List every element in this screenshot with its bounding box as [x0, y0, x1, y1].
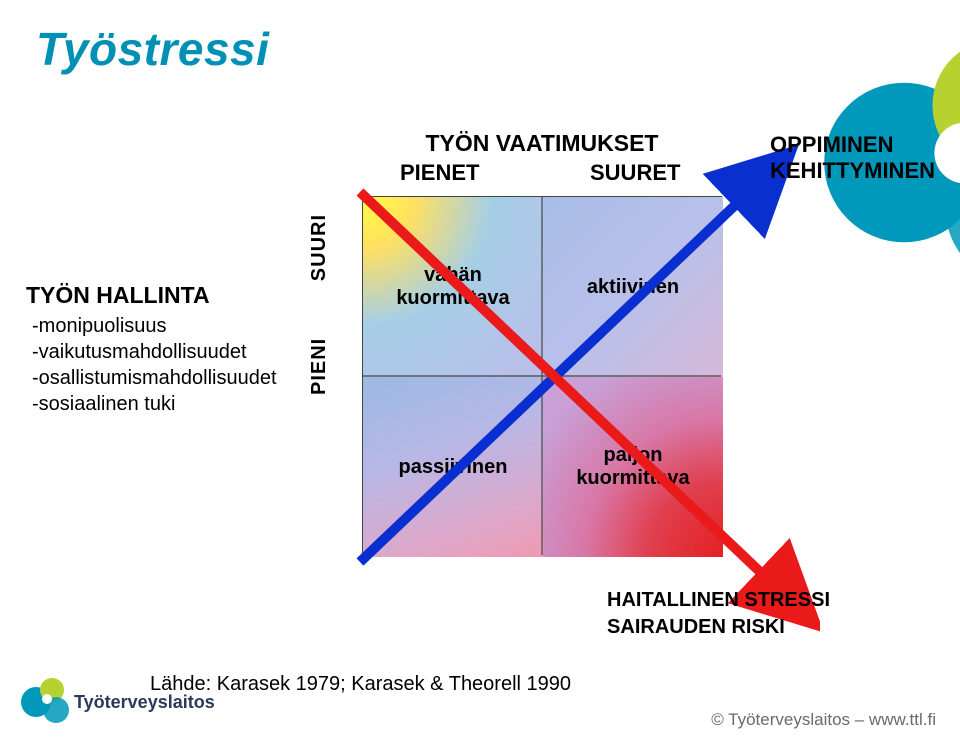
bottom-right-1: HAITALLINEN STRESSI: [607, 587, 830, 614]
right-label-1: OPPIMINEN: [770, 132, 935, 158]
left-item: -sosiaalinen tuki: [26, 391, 286, 417]
bottom-right-labels: HAITALLINEN STRESSI SAIRAUDEN RISKI: [607, 587, 830, 641]
footer-logo: Työterveyslaitos: [18, 672, 228, 728]
quadrant-bottom-left: passiivinen: [363, 377, 543, 557]
svg-text:Työterveyslaitos: Työterveyslaitos: [74, 692, 215, 712]
right-label-2: KEHITTYMINEN: [770, 158, 935, 184]
quadrant-top-right: aktiivinen: [543, 197, 723, 377]
footer-copyright: © Työterveyslaitos – www.ttl.fi: [711, 710, 936, 730]
quadrant-top-left: vähänkuormittava: [363, 197, 543, 377]
slide-title: Työstressi: [36, 22, 269, 76]
col-label-right: SUURET: [590, 160, 680, 186]
bottom-right-2: SAIRAUDEN RISKI: [607, 614, 830, 641]
left-item: -osallistumismahdollisuudet: [26, 365, 286, 391]
left-item: -vaikutusmahdollisuudet: [26, 339, 286, 365]
left-text-block: TYÖN HALLINTA -monipuolisuus -vaikutusma…: [26, 282, 286, 417]
left-heading: TYÖN HALLINTA: [26, 282, 286, 309]
diagram-header: TYÖN VAATIMUKSET: [362, 130, 722, 157]
y-axis-labels: PIENI SUURI: [308, 214, 331, 395]
quadrant-bottom-right: paljonkuormittava: [543, 377, 723, 557]
col-label-left: PIENET: [400, 160, 479, 186]
quadrant-grid: vähänkuormittava aktiivinen passiivinen …: [362, 196, 722, 556]
right-labels: OPPIMINEN KEHITTYMINEN: [770, 132, 935, 184]
left-item: -monipuolisuus: [26, 313, 286, 339]
row-label-top: SUURI: [308, 214, 330, 281]
karasek-diagram: TYÖN VAATIMUKSET PIENET SUURET PIENI SUU…: [300, 130, 750, 560]
row-label-bottom: PIENI: [308, 338, 330, 395]
